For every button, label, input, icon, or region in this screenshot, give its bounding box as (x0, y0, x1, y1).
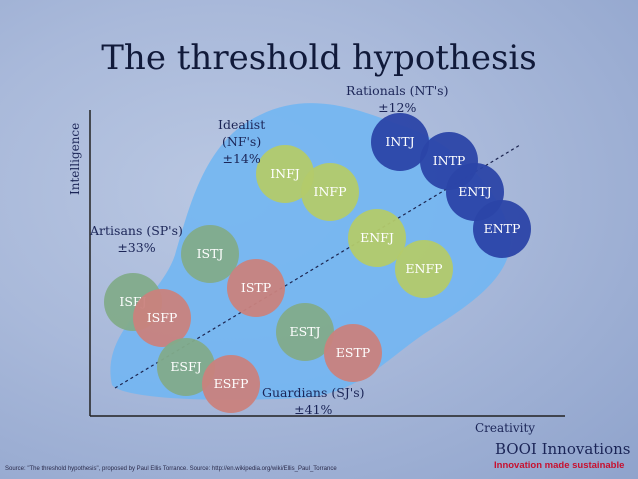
idealist-name-line1: Idealist (218, 117, 266, 132)
type-bubble-estp: ESTP (324, 324, 382, 382)
brand-tagline: Innovation made sustainable (494, 460, 625, 471)
type-bubble-label: ESFJ (170, 359, 201, 374)
type-bubbles: INTJ INTP ENTJ ENTP INFJ INFP ENFJ ENFP ISTJ ISTP… (104, 113, 531, 413)
type-bubble-circle (181, 225, 239, 283)
source-citation: Source: "The threshold hypothesis", prop… (5, 466, 337, 472)
artisans-share: ±33% (117, 240, 156, 255)
type-bubble-isfp: ISFP (133, 289, 191, 347)
slide-title: The threshold hypothesis (101, 38, 537, 78)
type-bubble-label: ISTJ (197, 246, 224, 261)
type-bubble-label: ISTP (241, 280, 271, 295)
type-bubble-circle (371, 113, 429, 171)
type-bubble-circle (395, 240, 453, 298)
type-bubble-estj: ESTJ (276, 303, 334, 361)
guardians-group-label: Guardians (SJ's) ±41% (262, 384, 365, 418)
brand-name: BOOI Innovations (495, 440, 631, 458)
idealist-share: ±14% (222, 151, 261, 166)
type-bubble-circle (276, 303, 334, 361)
type-bubble-label: ESTP (336, 345, 370, 360)
type-bubble-infj: INFJ (256, 145, 314, 203)
guardians-share: ±41% (294, 402, 333, 417)
rationals-group-label: Rationals (NT's) ±12% (346, 82, 448, 116)
type-bubble-circle (227, 259, 285, 317)
type-bubble-entp: ENTP (473, 200, 531, 258)
idealist-group-label: Idealist (NF's) ±14% (218, 116, 265, 167)
type-bubble-enfp: ENFP (395, 240, 453, 298)
type-bubble-label: ESTJ (289, 324, 320, 339)
artisans-group-label: Artisans (SP's) ±33% (90, 222, 183, 256)
type-bubble-label: INTP (433, 153, 466, 168)
type-bubble-label: ENFJ (360, 230, 394, 245)
type-bubble-enfj: ENFJ (348, 209, 406, 267)
type-bubble-circle (348, 209, 406, 267)
population-blob (110, 103, 511, 400)
y-axis-label: Intelligence (68, 122, 82, 195)
type-bubble-circle (324, 324, 382, 382)
type-bubble-infp: INFP (301, 163, 359, 221)
type-bubble-circle (157, 338, 215, 396)
type-bubble-label: INFP (314, 184, 347, 199)
x-axis-label: Creativity (475, 421, 536, 435)
type-bubble-esfp: ESFP (202, 355, 260, 413)
idealist-name-line2: (NF's) (222, 134, 262, 149)
type-bubble-esfj: ESFJ (157, 338, 215, 396)
type-bubble-label: INTJ (385, 134, 414, 149)
type-bubble-circle (301, 163, 359, 221)
type-bubble-istj: ISTJ (181, 225, 239, 283)
type-bubble-circle (256, 145, 314, 203)
type-bubble-label: ESFP (214, 376, 249, 391)
rationals-name: Rationals (NT's) (346, 83, 449, 98)
artisans-name: Artisans (SP's) (90, 223, 183, 238)
guardians-name: Guardians (SJ's) (262, 385, 365, 400)
type-bubble-circle (473, 200, 531, 258)
type-bubble-label: ENTP (484, 221, 521, 236)
type-bubble-label: ISFP (147, 310, 178, 325)
type-bubble-istp: ISTP (227, 259, 285, 317)
type-bubble-intj: INTJ (371, 113, 429, 171)
rationals-share: ±12% (378, 100, 417, 115)
type-bubble-label: ENFP (405, 261, 442, 276)
type-bubble-label: INFJ (270, 166, 300, 181)
type-bubble-label: ENTJ (458, 184, 491, 199)
type-bubble-circle (133, 289, 191, 347)
type-bubble-circle (202, 355, 260, 413)
